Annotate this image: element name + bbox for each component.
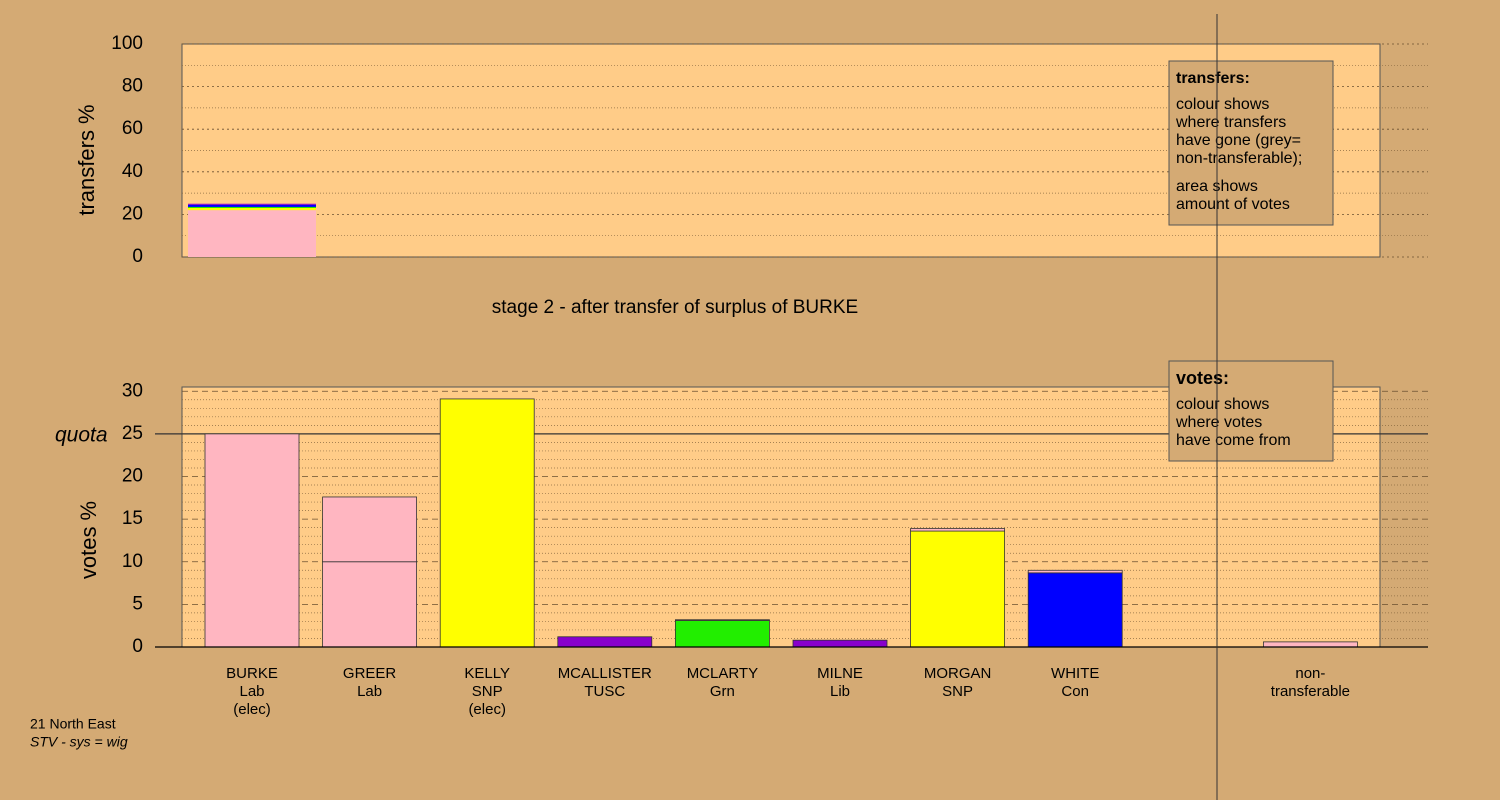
x-tick-label: WHITE [1051, 665, 1099, 682]
legend-box [1168, 360, 1334, 462]
legend-text: non-transferable); [1176, 150, 1302, 167]
chart-title: stage 2 - after transfer of surplus of B… [492, 297, 858, 318]
bar-segment [910, 528, 1005, 532]
bar-segment [1027, 572, 1123, 648]
y-tick-label: 5 [132, 593, 143, 614]
bar-segment [675, 619, 770, 621]
bar-segment [1263, 641, 1358, 648]
legend-text: where transfers [1175, 114, 1286, 131]
bar-segment [322, 561, 418, 648]
y-tick-label: 20 [122, 466, 143, 487]
bar-segment [204, 433, 300, 648]
y-tick-label: 60 [122, 118, 143, 139]
bar-segment [188, 206, 316, 209]
x-tick-label: (elec) [468, 701, 506, 718]
y-axis-label: transfers % [74, 104, 99, 215]
quota-label: quota [55, 423, 108, 446]
footer-line: 21 North East [30, 716, 116, 732]
x-tick-label: Lab [357, 683, 382, 700]
legend-title: transfers: [1176, 70, 1250, 87]
y-axis-label: votes % [76, 501, 101, 579]
x-tick-label: SNP [472, 683, 503, 700]
x-tick-label: (elec) [233, 701, 271, 718]
x-tick-label: Lab [239, 683, 264, 700]
x-tick-label: SNP [942, 683, 973, 700]
x-tick-label: non- [1295, 665, 1325, 682]
x-tick-label: MORGAN [924, 665, 992, 682]
x-tick-label: BURKE [226, 665, 278, 682]
footer-line: STV - sys = wig [30, 734, 128, 750]
x-tick-label: Grn [710, 683, 735, 700]
bar-segment [188, 208, 316, 211]
y-tick-label: 15 [122, 508, 143, 529]
y-tick-label: 25 [122, 423, 143, 444]
legend-box [1168, 60, 1334, 226]
legend-text: amount of votes [1176, 196, 1290, 213]
legend-text: have gone (grey= [1176, 132, 1301, 149]
legend-text: colour shows [1176, 396, 1269, 413]
x-tick-label: Lib [830, 683, 850, 700]
bar-segment [675, 620, 770, 648]
x-tick-label: MCALLISTER [558, 665, 652, 682]
x-tick-label: transferable [1271, 683, 1350, 700]
x-tick-label: Con [1061, 683, 1089, 700]
legend-text: colour shows [1176, 96, 1269, 113]
bar-segment [910, 530, 1005, 648]
y-tick-label: 20 [122, 203, 143, 224]
y-tick-label: 0 [132, 636, 143, 657]
bar-segment [439, 398, 535, 648]
y-tick-label: 80 [122, 76, 143, 97]
bar-segment [322, 496, 418, 563]
bar-segment [188, 203, 316, 205]
bar-segment [792, 639, 888, 648]
y-tick-label: 100 [111, 33, 143, 54]
y-tick-label: 10 [122, 551, 143, 572]
legend-text: where votes [1175, 414, 1262, 431]
x-tick-label: GREER [343, 665, 397, 682]
y-tick-label: 30 [122, 380, 143, 401]
y-tick-label: 40 [122, 161, 143, 182]
bar-segment [188, 210, 316, 257]
bar-segment [1027, 569, 1123, 574]
x-tick-label: MCLARTY [687, 665, 758, 682]
x-tick-label: TUSC [584, 683, 625, 700]
y-tick-label: 0 [132, 246, 143, 267]
bar-segment [557, 636, 653, 648]
legend-text: have come from [1176, 432, 1291, 449]
legend-title: votes: [1176, 368, 1229, 388]
bar-segment [188, 204, 316, 207]
x-tick-label: MILNE [817, 665, 863, 682]
x-tick-label: KELLY [464, 665, 510, 682]
